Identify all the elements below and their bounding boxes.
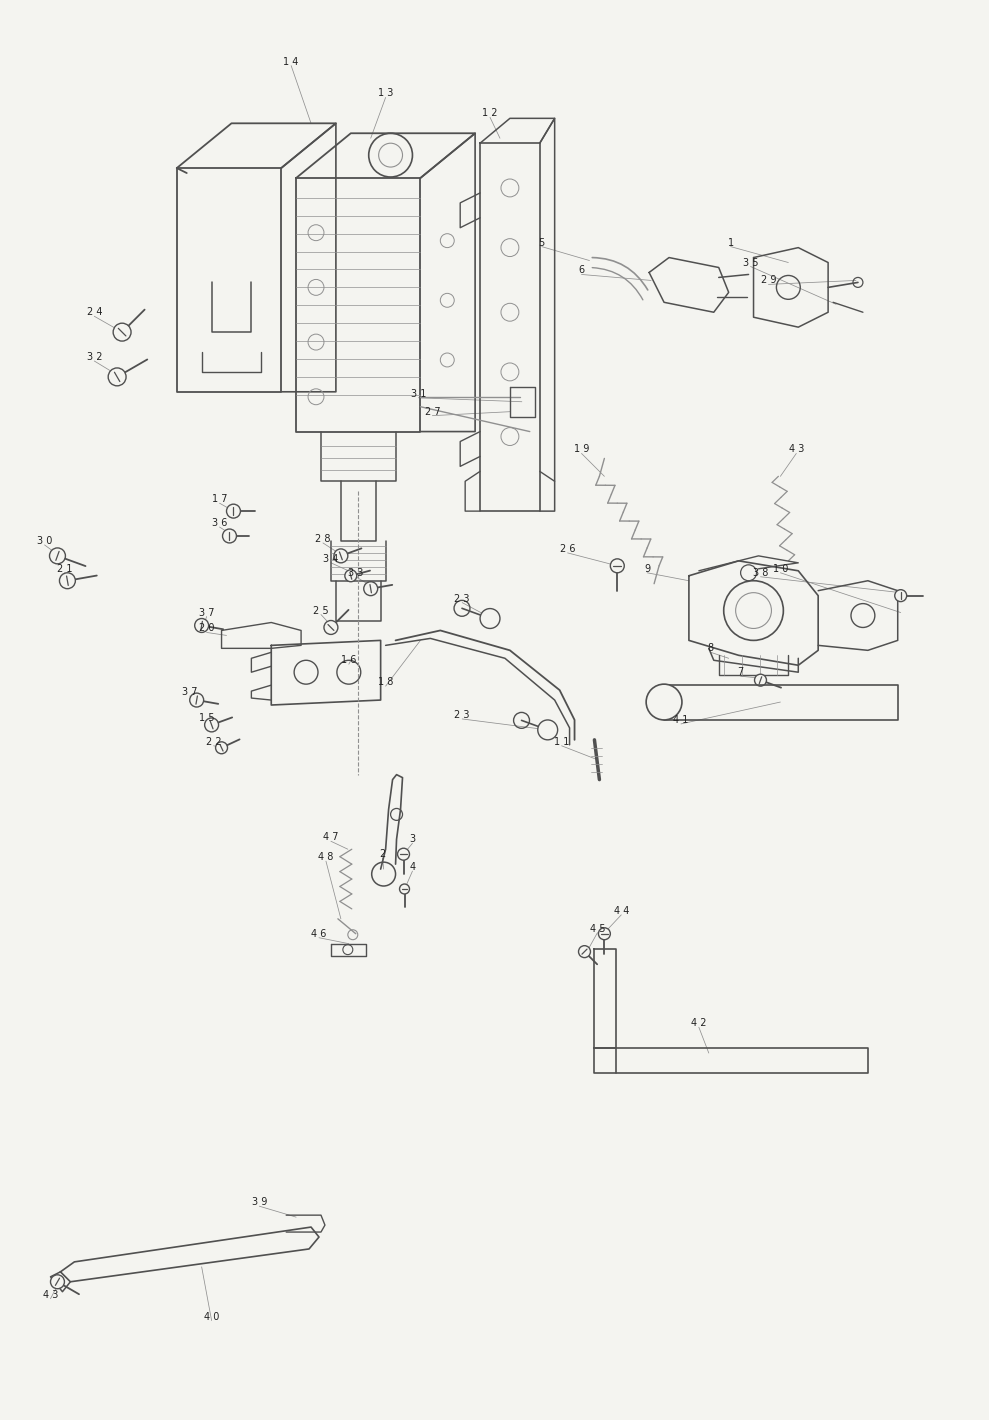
Text: 1 2: 1 2	[483, 108, 497, 118]
Circle shape	[195, 619, 209, 632]
Text: 1 7: 1 7	[212, 494, 227, 504]
Circle shape	[610, 559, 624, 572]
Circle shape	[113, 324, 132, 341]
Text: 2 2: 2 2	[206, 737, 222, 747]
Text: 1 6: 1 6	[341, 655, 356, 666]
Text: 6: 6	[579, 266, 584, 275]
Text: 3 7: 3 7	[199, 608, 215, 618]
Text: 1 5: 1 5	[199, 713, 215, 723]
Text: 3: 3	[409, 835, 415, 845]
Circle shape	[108, 368, 126, 386]
Text: 3 9: 3 9	[251, 1197, 267, 1207]
Circle shape	[598, 927, 610, 940]
Text: 5: 5	[539, 237, 545, 247]
Text: 3 3: 3 3	[348, 568, 364, 578]
Text: 2 0: 2 0	[199, 623, 215, 633]
Circle shape	[190, 693, 204, 707]
Text: 4 2: 4 2	[691, 1018, 706, 1028]
Text: 4 1: 4 1	[674, 714, 688, 726]
Text: 9: 9	[644, 564, 650, 574]
Text: 2 4: 2 4	[86, 307, 102, 317]
Text: 3 4: 3 4	[323, 554, 338, 564]
Circle shape	[59, 572, 75, 589]
Circle shape	[400, 885, 409, 895]
Text: 1 1: 1 1	[554, 737, 570, 747]
Circle shape	[226, 504, 240, 518]
FancyArrowPatch shape	[592, 257, 648, 290]
Text: 7: 7	[738, 667, 744, 677]
Text: 4 5: 4 5	[589, 924, 605, 934]
Text: 4: 4	[409, 862, 415, 872]
Text: 3 1: 3 1	[410, 389, 426, 399]
Circle shape	[755, 674, 766, 686]
Circle shape	[538, 720, 558, 740]
Text: 2 3: 2 3	[454, 594, 470, 604]
Text: 4 3: 4 3	[788, 444, 804, 454]
Text: 3 7: 3 7	[182, 687, 198, 697]
Text: 4 3: 4 3	[43, 1289, 58, 1299]
Circle shape	[398, 848, 409, 861]
Text: 4 0: 4 0	[204, 1312, 220, 1322]
Circle shape	[324, 621, 338, 635]
Text: 2 5: 2 5	[314, 605, 328, 615]
Text: 1: 1	[728, 237, 734, 247]
Circle shape	[480, 609, 500, 629]
Circle shape	[364, 582, 378, 595]
Text: 1 0: 1 0	[772, 564, 788, 574]
Text: 2 8: 2 8	[315, 534, 330, 544]
Text: 2 6: 2 6	[560, 544, 576, 554]
Circle shape	[205, 719, 219, 731]
Circle shape	[223, 530, 236, 542]
FancyArrowPatch shape	[592, 267, 643, 300]
Text: 1 9: 1 9	[574, 444, 589, 454]
Text: 1 8: 1 8	[378, 677, 394, 687]
Text: 2 3: 2 3	[454, 710, 470, 720]
Text: 3 2: 3 2	[86, 352, 102, 362]
Text: 4 4: 4 4	[613, 906, 629, 916]
Circle shape	[49, 548, 65, 564]
Text: 1 4: 1 4	[284, 57, 299, 67]
Text: 3 5: 3 5	[743, 257, 759, 267]
Text: 4 6: 4 6	[312, 929, 326, 939]
Circle shape	[579, 946, 590, 957]
Text: 2 1: 2 1	[56, 564, 72, 574]
Text: 2 7: 2 7	[424, 406, 440, 416]
Text: 3 0: 3 0	[37, 535, 52, 545]
Circle shape	[895, 589, 907, 602]
Circle shape	[646, 684, 682, 720]
Text: 1 3: 1 3	[378, 88, 394, 98]
Text: 2 9: 2 9	[761, 275, 776, 285]
Text: 3 6: 3 6	[212, 518, 227, 528]
Text: 2: 2	[380, 849, 386, 859]
Circle shape	[334, 550, 348, 562]
Text: 8: 8	[708, 643, 714, 653]
Circle shape	[345, 569, 357, 582]
Text: 4 7: 4 7	[323, 832, 338, 842]
Text: 3 8: 3 8	[753, 568, 768, 578]
Circle shape	[216, 741, 227, 754]
Circle shape	[50, 1275, 64, 1289]
Text: 4 8: 4 8	[318, 852, 333, 862]
